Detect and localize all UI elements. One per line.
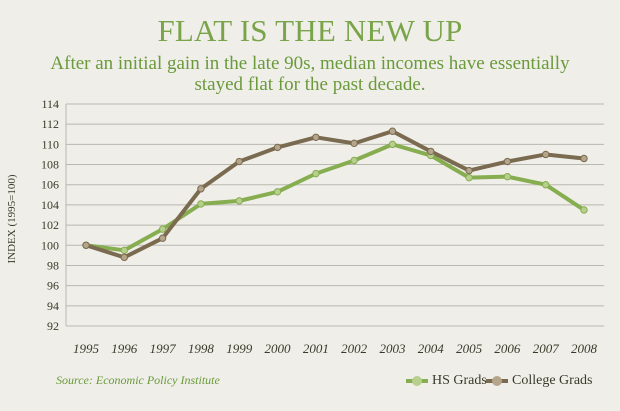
legend-label-college-grads: College Grads — [512, 373, 593, 388]
x-tick-label: 1995 — [73, 341, 100, 356]
y-tick-label: 110 — [41, 137, 59, 151]
data-point-college-grads — [541, 150, 550, 159]
data-point-hs-grads — [312, 169, 320, 178]
x-tick-labels: 1995 1996 1997 1998 1999 2000 2001 2002 2003 2004… — [73, 341, 598, 356]
data-point-hs-grads — [388, 140, 397, 149]
y-tick-label: 104 — [41, 198, 59, 212]
y-tick-label: 114 — [41, 97, 59, 111]
legend-item-college-grads: College Grads — [486, 372, 592, 390]
x-tick-label: 1998 — [188, 341, 215, 356]
x-tick-label: 2008 — [571, 341, 598, 356]
data-point-hs-grads — [273, 188, 282, 196]
data-point-hs-grads — [350, 156, 358, 165]
data-point-hs-grads — [120, 246, 129, 255]
data-point-college-grads — [82, 241, 90, 249]
data-point-college-grads — [273, 143, 282, 152]
data-point-college-grads — [120, 253, 129, 262]
x-tick-label: 2004 — [418, 341, 445, 356]
grid-layer — [65, 103, 604, 327]
data-point-college-grads — [197, 185, 205, 193]
data-point-college-grads — [580, 154, 588, 163]
x-tick-label: 2005 — [456, 341, 483, 356]
data-point-hs-grads — [503, 172, 512, 181]
x-tick-label: 2006 — [494, 341, 521, 356]
x-tick-label: 2000 — [265, 341, 292, 356]
x-tick-label: 2002 — [341, 341, 368, 356]
data-point-college-grads — [388, 127, 397, 135]
legend-swatch-hs-grads — [406, 376, 428, 386]
y-tick-label: 112 — [41, 117, 59, 131]
y-tick-label: 106 — [41, 178, 59, 192]
x-tick-label: 2001 — [303, 341, 329, 356]
data-point-college-grads — [158, 234, 167, 242]
data-point-hs-grads — [197, 200, 205, 208]
y-tick-label: 94 — [47, 299, 59, 313]
legend-marker-hs-grads — [412, 376, 422, 386]
y-tick-label: 96 — [47, 279, 59, 293]
x-tick-label: 1999 — [226, 341, 253, 356]
chart-title: FLAT IS THE NEW UP — [157, 13, 463, 48]
y-tick-labels: 92 94 96 98 100 102 104 106 108 110 112 114 — [41, 97, 59, 333]
legend-item-hs-grads: HS Grads — [406, 372, 487, 390]
chart-subtitle: After an initial gain in the late 90s, m… — [50, 53, 570, 95]
data-point-college-grads — [465, 166, 473, 175]
series-line-college-grads — [84, 129, 586, 260]
data-point-hs-grads — [465, 173, 473, 182]
series-layer — [82, 127, 588, 262]
x-tick-label: 2007 — [533, 341, 560, 356]
data-point-hs-grads — [541, 181, 550, 189]
legend-marker-college-grads — [492, 376, 502, 386]
data-point-college-grads — [235, 157, 243, 166]
data-point-college-grads — [427, 147, 435, 156]
x-tick-label: 2003 — [379, 341, 406, 356]
data-point-college-grads — [350, 139, 358, 148]
x-tick-label: 1996 — [111, 341, 138, 356]
y-tick-label: 108 — [41, 158, 59, 172]
series-line-hs-grads — [84, 142, 586, 253]
data-point-college-grads — [503, 157, 512, 166]
data-point-hs-grads — [235, 197, 243, 205]
x-tick-label: 1997 — [150, 341, 177, 356]
data-point-hs-grads — [158, 225, 167, 233]
legend-label-hs-grads: HS Grads — [432, 373, 487, 388]
y-tick-label: 100 — [41, 238, 59, 252]
y-tick-label: 102 — [41, 218, 59, 232]
data-point-college-grads — [312, 133, 320, 142]
y-tick-label: 92 — [47, 319, 59, 333]
data-point-hs-grads — [580, 206, 588, 214]
y-tick-label: 98 — [47, 258, 59, 272]
source-note: Source: Economic Policy Institute — [56, 373, 220, 387]
legend-swatch-college-grads — [486, 376, 508, 386]
